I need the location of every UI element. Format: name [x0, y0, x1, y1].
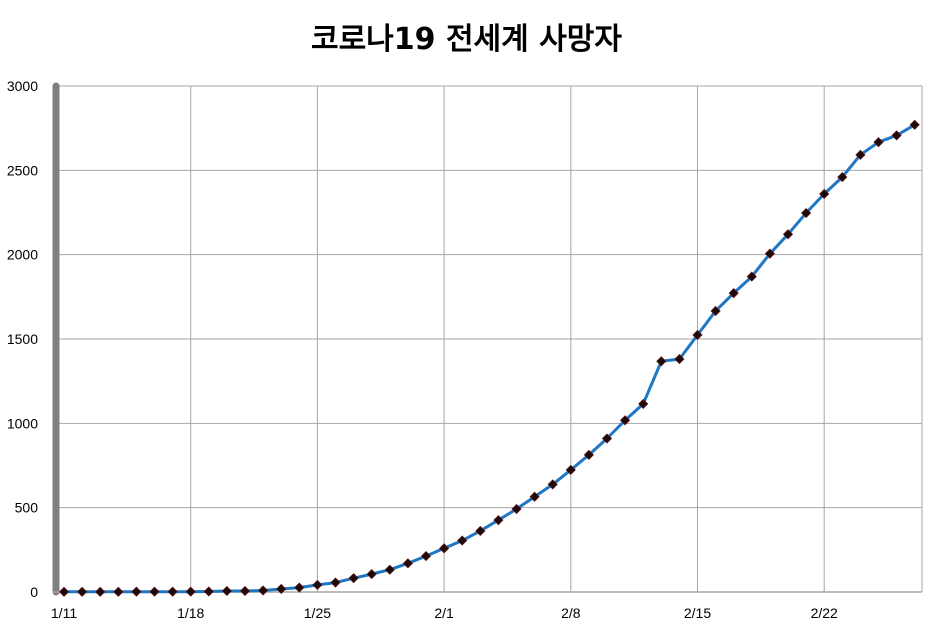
y-tick-label: 1000	[7, 415, 38, 431]
y-tick-label: 1500	[7, 331, 38, 347]
data-point	[294, 582, 305, 593]
data-point	[239, 585, 251, 597]
grid-lines	[56, 85, 923, 592]
series-line	[64, 123, 916, 594]
data-point	[764, 248, 775, 259]
data-point	[891, 130, 902, 141]
data-point	[873, 137, 884, 148]
data-point	[583, 449, 594, 460]
data-point	[58, 586, 70, 597]
x-tick-label: 2/1	[434, 605, 454, 621]
y-tick-label: 3000	[7, 78, 38, 94]
data-point	[837, 172, 848, 183]
data-point	[493, 515, 504, 526]
data-point	[439, 543, 450, 554]
data-point	[601, 433, 613, 444]
data-point	[620, 415, 631, 426]
data-point	[167, 586, 178, 597]
x-tick-label: 1/11	[51, 605, 77, 621]
data-point	[384, 564, 395, 575]
data-points	[58, 119, 920, 597]
data-point	[95, 586, 106, 597]
data-point	[312, 579, 323, 590]
x-tick-label: 2/22	[811, 605, 838, 621]
data-point	[565, 464, 576, 475]
data-point	[855, 149, 866, 160]
data-point	[185, 586, 196, 597]
data-point	[674, 354, 685, 365]
data-point	[819, 188, 830, 200]
y-tick-labels: 0 500 1000 1500 2000 2500 3000	[7, 78, 38, 600]
data-point	[511, 503, 522, 515]
chart-title: 코로나19 전세계 사망자	[310, 22, 623, 57]
data-point	[420, 551, 432, 562]
data-point	[801, 207, 812, 219]
data-point	[77, 586, 88, 597]
x-tick-labels: 1/11 1/18 1/25 2/1 2/8 2/15 2/22	[51, 605, 838, 621]
data-point	[366, 569, 377, 580]
data-point	[746, 271, 757, 282]
data-point	[782, 229, 794, 240]
data-point	[276, 583, 287, 595]
data-point	[258, 585, 269, 596]
data-point	[909, 119, 920, 130]
x-tick-label: 2/8	[561, 605, 581, 621]
data-point	[457, 535, 468, 546]
data-point	[113, 586, 124, 597]
series-line-layer	[64, 123, 916, 594]
y-tick-label: 500	[15, 500, 39, 516]
data-point	[348, 573, 359, 584]
data-point	[728, 288, 739, 299]
data-point	[203, 586, 214, 597]
data-point	[529, 491, 540, 502]
data-point	[221, 585, 232, 597]
data-point	[402, 558, 413, 569]
data-point	[330, 577, 341, 588]
data-point	[475, 525, 486, 537]
x-tick-label: 2/15	[684, 605, 711, 621]
y-tick-label: 2500	[7, 162, 38, 178]
data-point	[149, 586, 160, 597]
data-point	[656, 356, 667, 367]
data-point	[131, 586, 142, 597]
x-tick-label: 1/18	[177, 605, 204, 621]
y-tick-label: 2000	[7, 247, 38, 263]
y-tick-label: 0	[30, 584, 38, 600]
data-point	[547, 479, 558, 490]
x-tick-label: 1/25	[304, 605, 331, 621]
data-point	[710, 305, 721, 317]
data-point	[638, 398, 649, 410]
data-point	[692, 329, 703, 341]
